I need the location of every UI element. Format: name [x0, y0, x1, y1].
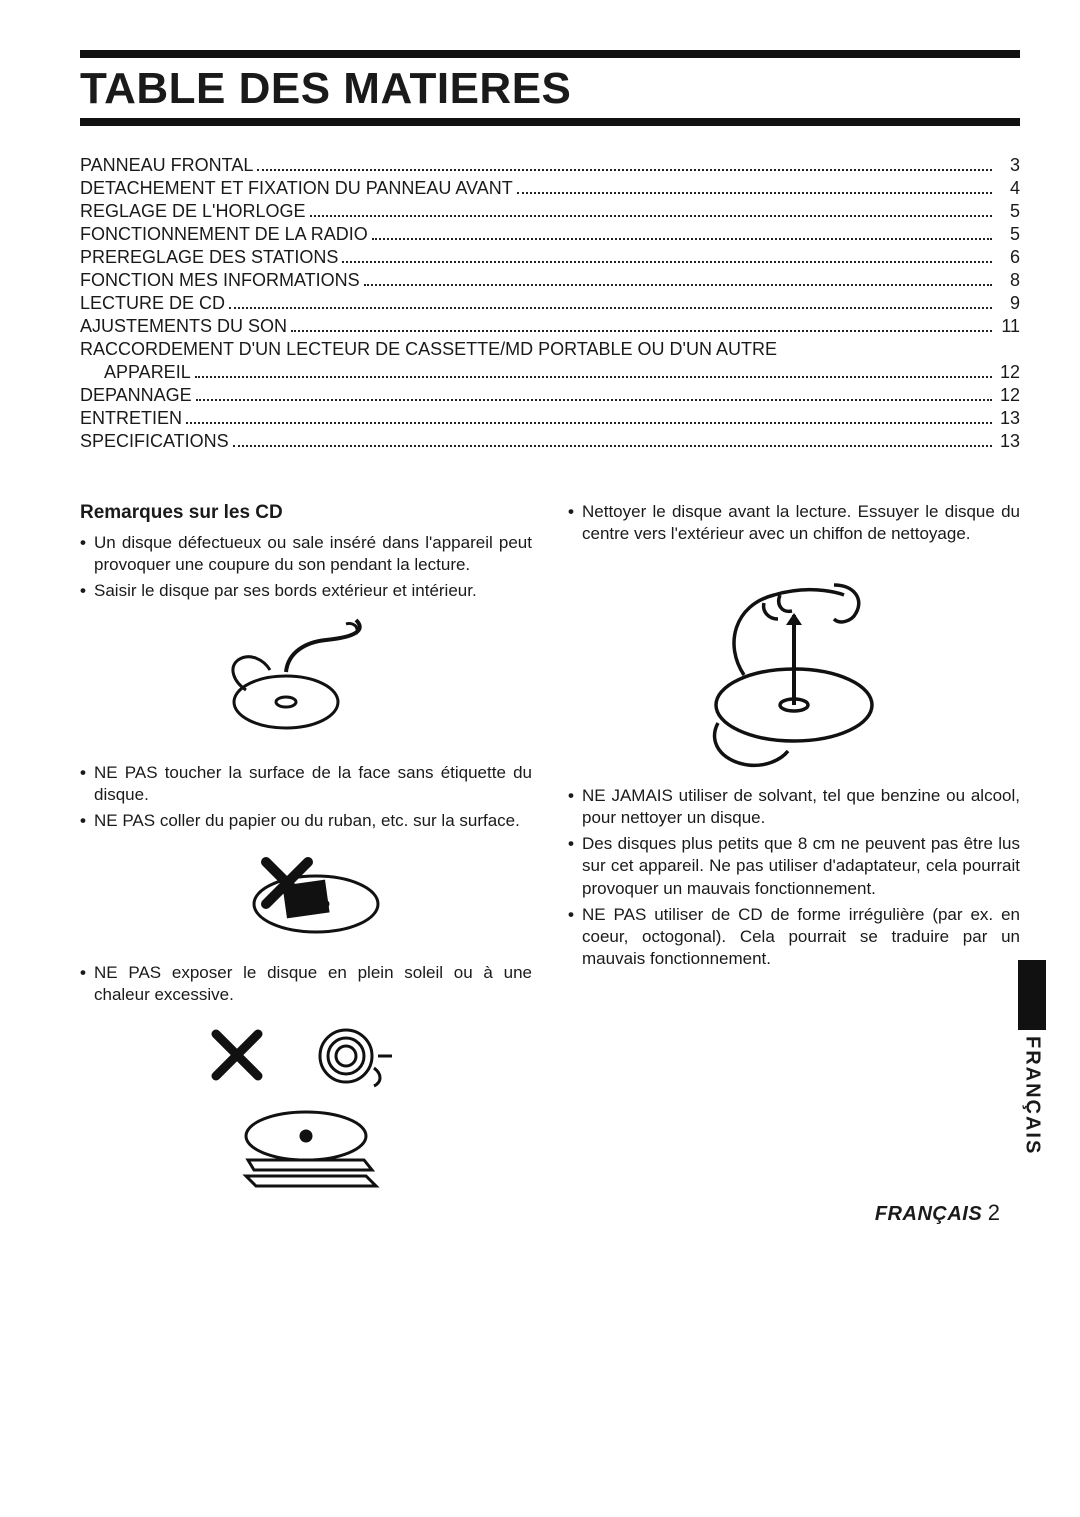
toc-row: REGLAGE DE L'HORLOGE 5 [80, 200, 1020, 223]
toc-row: FONCTIONNEMENT DE LA RADIO 5 [80, 223, 1020, 246]
page-title: TABLE DES MATIERES [80, 64, 1020, 114]
toc-leader-dots [342, 249, 992, 263]
table-of-contents: PANNEAU FRONTAL3DETACHEMENT ET FIXATION … [80, 154, 1020, 453]
footer-language: FRANÇAIS [875, 1203, 982, 1225]
toc-row: PREREGLAGE DES STATIONS 6 [80, 246, 1020, 269]
toc-label: ENTRETIEN [80, 408, 182, 429]
remark-item: NE PAS utiliser de CD de forme irréguliè… [568, 904, 1020, 970]
no-heat-icon [196, 1016, 416, 1216]
toc-page-number: 13 [996, 408, 1020, 429]
toc-row: DETACHEMENT ET FIXATION DU PANNEAU AVANT… [80, 177, 1020, 200]
toc-label: PANNEAU FRONTAL [80, 155, 253, 176]
toc-row: FONCTION MES INFORMATIONS 8 [80, 269, 1020, 292]
remark-item: Nettoyer le disque avant la lecture. Ess… [568, 501, 1020, 545]
toc-row: SPECIFICATIONS 13 [80, 430, 1020, 453]
toc-label: DETACHEMENT ET FIXATION DU PANNEAU AVANT [80, 178, 513, 199]
toc-label: SPECIFICATIONS [80, 431, 229, 452]
remark-item: Saisir le disque par ses bords extérieur… [80, 580, 532, 602]
hold-disc-icon [216, 612, 396, 752]
toc-row: LECTURE DE CD 9 [80, 292, 1020, 315]
toc-leader-dots [195, 364, 992, 378]
toc-label: LECTURE DE CD [80, 293, 225, 314]
title-underline [80, 118, 1020, 126]
content-columns: Remarques sur les CD Un disque défectueu… [80, 501, 1020, 1226]
remark-item: NE PAS coller du papier ou du ruban, etc… [80, 810, 532, 832]
toc-page-number: 11 [996, 316, 1020, 337]
toc-leader-dots [233, 433, 992, 447]
page-footer: FRANÇAIS 2 [875, 1200, 1000, 1226]
right-column: Nettoyer le disque avant la lecture. Ess… [568, 501, 1020, 1226]
toc-leader-dots [257, 157, 992, 171]
footer-page-number: 2 [988, 1200, 1000, 1225]
toc-page-number: 12 [996, 385, 1020, 406]
remarks-heading: Remarques sur les CD [80, 501, 532, 526]
top-rule [80, 50, 1020, 58]
language-side-tab: FRANÇAIS [1018, 960, 1046, 1155]
toc-page-number: 12 [996, 362, 1020, 383]
toc-label: DEPANNAGE [80, 385, 192, 406]
toc-leader-dots [291, 318, 992, 332]
toc-row: AJUSTEMENTS DU SON 11 [80, 315, 1020, 338]
toc-label: FONCTIONNEMENT DE LA RADIO [80, 224, 368, 245]
toc-row: PANNEAU FRONTAL 3 [80, 154, 1020, 177]
toc-page-number: 5 [996, 201, 1020, 222]
toc-row: ENTRETIEN 13 [80, 407, 1020, 430]
toc-label: RACCORDEMENT D'UN LECTEUR DE CASSETTE/MD… [80, 339, 777, 360]
toc-page-number: 4 [996, 178, 1020, 199]
toc-leader-dots [372, 226, 992, 240]
toc-row: RACCORDEMENT D'UN LECTEUR DE CASSETTE/MD… [80, 338, 1020, 361]
remark-item: Un disque défectueux ou sale inséré dans… [80, 532, 532, 576]
remark-item: NE PAS toucher la surface de la face san… [80, 762, 532, 806]
remark-item: NE PAS exposer le disque en plein soleil… [80, 962, 532, 1006]
toc-page-number: 9 [996, 293, 1020, 314]
toc-page-number: 6 [996, 247, 1020, 268]
toc-page-number: 5 [996, 224, 1020, 245]
no-sticker-icon [216, 842, 396, 952]
side-tab-label: FRANÇAIS [1021, 1036, 1044, 1155]
toc-leader-dots [517, 180, 992, 194]
toc-leader-dots [196, 387, 992, 401]
toc-label: FONCTION MES INFORMATIONS [80, 270, 360, 291]
toc-label: PREREGLAGE DES STATIONS [80, 247, 338, 268]
toc-label: AJUSTEMENTS DU SON [80, 316, 287, 337]
toc-leader-dots [229, 295, 992, 309]
left-column: Remarques sur les CD Un disque défectueu… [80, 501, 532, 1226]
toc-label: REGLAGE DE L'HORLOGE [80, 201, 306, 222]
toc-leader-dots [186, 410, 992, 424]
toc-page-number: 3 [996, 155, 1020, 176]
remark-item: NE JAMAIS utiliser de solvant, tel que b… [568, 785, 1020, 829]
toc-leader-dots [364, 272, 992, 286]
toc-leader-dots [310, 203, 992, 217]
toc-row: APPAREIL 12 [80, 361, 1020, 384]
side-tab-block [1018, 960, 1046, 1030]
remark-item: Des disques plus petits que 8 cm ne peuv… [568, 833, 1020, 899]
wipe-disc-icon [684, 555, 904, 775]
toc-page-number: 13 [996, 431, 1020, 452]
toc-label: APPAREIL [104, 362, 191, 383]
toc-page-number: 8 [996, 270, 1020, 291]
toc-row: DEPANNAGE 12 [80, 384, 1020, 407]
